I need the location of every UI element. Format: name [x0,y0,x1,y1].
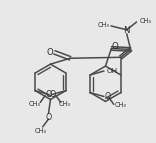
Text: CH₃: CH₃ [59,101,71,107]
Text: CH₃: CH₃ [28,101,40,107]
Text: CH₃: CH₃ [35,128,47,134]
Text: CH₃: CH₃ [115,102,127,108]
Text: O: O [50,90,56,99]
Text: O: O [45,90,51,99]
Text: OH: OH [106,68,117,74]
Text: O: O [45,113,52,122]
Text: O: O [46,48,53,57]
Text: O: O [105,92,111,101]
Text: CH₃: CH₃ [97,22,109,28]
Text: O: O [112,42,119,51]
Text: N: N [123,26,130,35]
Text: CH₃: CH₃ [139,18,151,24]
